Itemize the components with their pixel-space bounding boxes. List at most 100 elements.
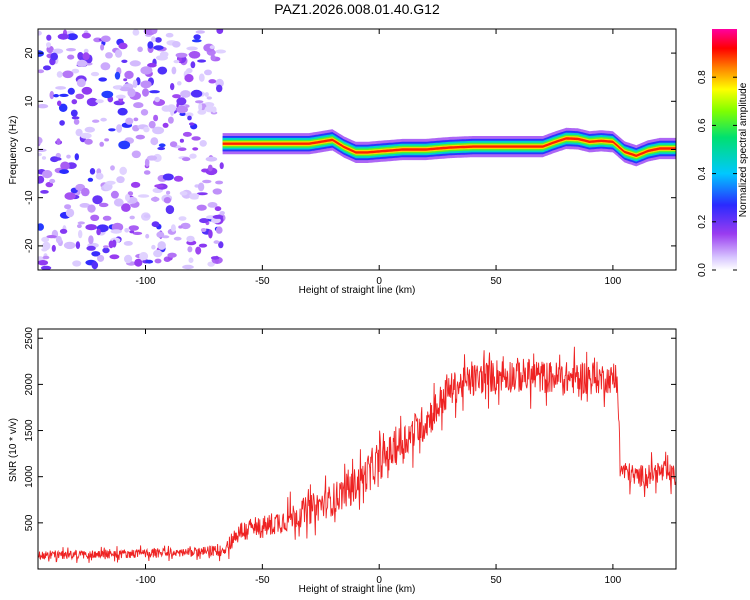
heatmap-cell: [132, 79, 138, 89]
heatmap-cell: [216, 29, 224, 34]
heatmap-cell: [59, 93, 69, 97]
heatmap-cell: [159, 51, 169, 58]
heatmap-cell: [118, 140, 131, 150]
heatmap-cell: [114, 49, 123, 58]
heatmap-cell: [196, 204, 207, 211]
heatmap-cell: [99, 141, 104, 147]
heatmap-cell: [114, 85, 122, 90]
heatmap-cell: [38, 223, 44, 231]
heatmap-cell: [187, 246, 193, 253]
heatmap-cell: [190, 89, 203, 98]
y-tick-label: 1500: [24, 419, 35, 442]
spectrogram-y-axis-label: Frequency (Hz): [8, 116, 19, 185]
heatmap-cell: [198, 243, 208, 248]
heatmap-cell: [129, 60, 141, 67]
heatmap-cell: [137, 46, 143, 53]
heatmap-cell: [125, 117, 134, 125]
heatmap-cell: [40, 265, 52, 270]
heatmap-cell: [60, 161, 70, 171]
heatmap-cell: [143, 170, 151, 175]
heatmap-cell: [40, 190, 49, 194]
x-tick-label: 0: [376, 575, 382, 586]
heatmap-cell: [114, 71, 121, 80]
y-tick-label: -20: [24, 238, 35, 253]
heatmap-cell: [206, 96, 212, 100]
heatmap-cell: [57, 100, 62, 107]
heatmap-cell: [103, 245, 109, 249]
heatmap-cell: [108, 240, 114, 249]
heatmap-cell: [188, 257, 194, 264]
heatmap-cell: [151, 29, 158, 34]
heatmap-cell: [53, 94, 59, 98]
heatmap-cell: [184, 74, 194, 83]
heatmap-cell: [49, 178, 56, 184]
colorbar-tick-label: 0.4: [697, 166, 708, 180]
heatmap-cell: [204, 92, 209, 97]
heatmap-cell: [55, 235, 62, 244]
heatmap-cell: [211, 217, 221, 224]
spectrogram-x-ticks: -100 -50 0 50 100: [135, 29, 622, 287]
heatmap-cell: [73, 118, 80, 125]
heatmap-cell: [177, 81, 182, 86]
heatmap-cell: [218, 241, 224, 249]
heatmap-cell: [97, 254, 105, 262]
heatmap-cell: [214, 206, 222, 212]
heatmap-cell: [41, 248, 48, 252]
heatmap-cell: [111, 222, 124, 232]
heatmap-cell: [67, 54, 75, 60]
heatmap-cell: [46, 235, 57, 239]
heatmap-cell: [64, 204, 72, 210]
heatmap-cell: [198, 73, 205, 82]
heatmap-cell: [95, 172, 104, 180]
heatmap-cell: [113, 198, 124, 207]
heatmap-cell: [74, 153, 80, 161]
heatmap-cell: [216, 84, 223, 93]
heatmap-cell: [143, 214, 151, 218]
heatmap-cell: [198, 102, 203, 112]
heatmap-cell: [148, 120, 156, 129]
heatmap-cell: [132, 231, 143, 235]
heatmap-cell: [56, 71, 63, 78]
heatmap-cell: [55, 86, 67, 90]
heatmap-cell: [191, 39, 202, 43]
heatmap-cell: [153, 249, 163, 258]
heatmap-cell: [188, 51, 201, 59]
y-tick-label: 2500: [24, 327, 35, 350]
snr-series-line: [38, 346, 676, 563]
heatmap-cell: [42, 241, 51, 251]
heatmap-cell: [169, 141, 178, 148]
heatmap-cell: [209, 45, 215, 50]
heatmap-cells: [38, 29, 676, 270]
heatmap-cell: [172, 94, 181, 99]
heatmap-cell: [152, 126, 165, 135]
heatmap-cell: [42, 170, 53, 179]
heatmap-cell: [189, 122, 195, 126]
heatmap-cell: [179, 138, 184, 143]
heatmap-cell: [92, 195, 103, 205]
heatmap-cell: [137, 194, 150, 198]
colorbar-tick-label: 0.8: [697, 70, 708, 84]
heatmap-cell: [215, 226, 223, 234]
heatmap-cell: [207, 164, 213, 172]
heatmap-cell: [186, 46, 198, 51]
heatmap-cell: [173, 236, 182, 241]
heatmap-cell: [182, 157, 191, 162]
snr-panel: -100 -50 0 50 100 500 1000 1500 2000 2500 Height…: [8, 327, 677, 595]
heatmap-cell: [154, 96, 160, 103]
heatmap-cell: [139, 252, 149, 261]
heatmap-cell: [38, 136, 43, 145]
y-tick-label: -10: [24, 190, 35, 205]
x-tick-label: 50: [490, 575, 502, 586]
heatmap-cell: [140, 109, 149, 116]
heatmap-cell: [104, 138, 109, 142]
heatmap-cell: [117, 107, 128, 116]
heatmap-cell: [219, 162, 224, 170]
heatmap-cell: [147, 41, 154, 49]
heatmap-cell: [38, 30, 42, 36]
spectrogram-y-ticks: -20 -10 0 10 20: [24, 47, 676, 253]
heatmap-cell: [205, 156, 218, 162]
heatmap-cell: [131, 150, 141, 159]
heatmap-cell: [189, 193, 200, 199]
heatmap-cell: [197, 182, 205, 192]
heatmap-cell: [93, 37, 102, 43]
